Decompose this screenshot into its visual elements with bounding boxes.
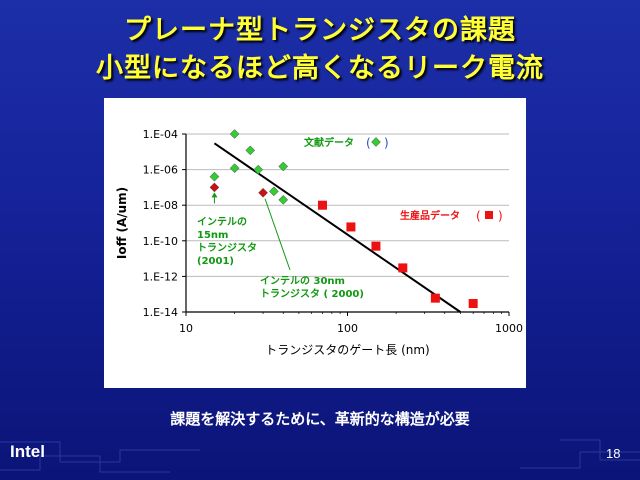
slide-title-line2: 小型になるほど高くなるリーク電流 <box>96 53 544 84</box>
legend-label-product: 生産品データ <box>400 209 460 222</box>
annotation-30nm-line: インテルの 30nm <box>260 275 345 287</box>
legend-paren-open-product: ( <box>476 209 481 223</box>
intel-logo: Intel <box>10 442 45 461</box>
data-point-product <box>398 263 408 273</box>
data-point-literature <box>278 161 289 172</box>
data-point-literature <box>229 129 240 139</box>
data-point-intel <box>258 187 268 198</box>
data-point-literature <box>245 145 256 156</box>
legend-marker-literature <box>371 137 381 147</box>
x-tick-label: 10 <box>179 322 193 335</box>
chart-panel: 1.E-14 1.E-12 1.E-10 1.E-08 1.E-06 1.E-04 10 10… <box>104 98 526 388</box>
legend-paren-close-literature: ) <box>384 136 389 150</box>
annotation-15nm-line: 15nm <box>197 230 228 241</box>
annotation-15nm-line: トランジスタ <box>197 242 257 254</box>
circuit-decoration <box>0 439 640 473</box>
data-point-literature <box>253 164 264 175</box>
annotation-arrowhead-15nm <box>211 192 218 198</box>
data-point-literature <box>278 194 289 205</box>
data-point-product <box>317 200 327 210</box>
data-point-literature <box>269 186 279 197</box>
data-point-intel <box>209 182 220 193</box>
y-tick-label: 1.E-08 <box>143 199 178 212</box>
x-tick-label: 100 <box>337 322 358 335</box>
y-tick-label: 1.E-12 <box>143 270 178 283</box>
slide-caption: 課題を解決するために、革新的な構造が必要 <box>170 410 470 428</box>
y-tick-label: 1.E-10 <box>143 235 178 248</box>
legend-label-literature: 文献データ <box>304 136 354 149</box>
data-point-product <box>371 241 381 251</box>
data-point-literature <box>229 163 240 174</box>
annotation-15nm-line: インテルの <box>197 216 247 228</box>
annotation-30nm-line: トランジスタ ( 2000) <box>260 288 364 300</box>
y-tick-label: 1.E-04 <box>143 128 178 141</box>
y-tick-label: 1.E-14 <box>143 306 178 319</box>
legend-marker-product <box>485 211 493 219</box>
leakage-chart: 1.E-14 1.E-12 1.E-10 1.E-08 1.E-06 1.E-04 10 10… <box>115 128 523 357</box>
x-axis-label: トランジスタのゲート長 (nm) <box>265 343 429 357</box>
y-tick-label: 1.E-06 <box>143 164 178 177</box>
x-tick-label: 1000 <box>495 322 523 335</box>
data-point-product <box>346 222 356 232</box>
legend-paren-open-literature: ( <box>366 136 371 150</box>
data-point-literature <box>209 171 220 182</box>
data-point-product <box>468 299 478 309</box>
legend-paren-close-product: ) <box>498 209 503 223</box>
y-axis-label: Ioff (A/um) <box>115 187 129 259</box>
data-point-product <box>430 293 440 303</box>
annotation-15nm-line: (2001) <box>197 256 234 267</box>
page-number: 18 <box>606 446 621 461</box>
annotation-arrow-30nm <box>264 198 291 271</box>
slide-title-line1: プレーナ型トランジスタの課題 <box>124 15 516 46</box>
